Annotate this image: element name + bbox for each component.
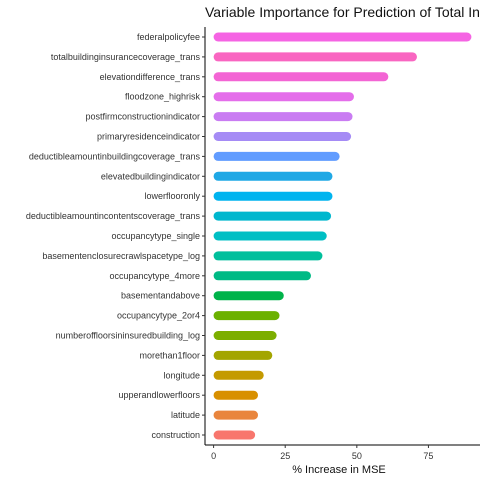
title-group: Variable Importance for Prediction of To…: [205, 4, 480, 20]
bar: [213, 211, 332, 221]
y-tick-label: occupancytype_2or4: [117, 311, 200, 321]
y-tick-label: upperandlowerfloors: [118, 390, 200, 400]
bar: [213, 72, 389, 82]
y-tick-label: federalpolicyfee: [137, 32, 200, 42]
bar: [213, 231, 327, 241]
bar: [213, 311, 280, 321]
chart-title: Variable Importance for Prediction of To…: [205, 4, 480, 20]
y-tick-label: elevationdifference_trans: [100, 72, 201, 82]
bar: [213, 191, 333, 201]
bar: [213, 32, 472, 42]
y-tick-label: primaryresidenceindicator: [97, 132, 200, 142]
y-tick-label: totalbuildinginsurancecoverage_trans: [51, 52, 201, 62]
y-tick-label: deductibleamountinbuildingcoverage_trans: [29, 151, 201, 161]
bar: [213, 271, 311, 281]
bar: [213, 132, 352, 141]
bar: [213, 370, 264, 380]
bar: [213, 171, 333, 181]
x-axis-label: % Increase in MSE: [292, 464, 386, 476]
y-tick-labels: federalpolicyfee totalbuildinginsuranceco…: [26, 32, 201, 440]
bar: [213, 390, 258, 400]
bar: [213, 52, 417, 62]
y-tick-label: elevatedbuildingindicator: [101, 171, 200, 181]
y-tick-label: morethan1floor: [139, 350, 200, 360]
bar: [213, 251, 323, 261]
axes: [202, 27, 480, 446]
bar: [213, 410, 258, 420]
x-tick-label: 25: [280, 451, 290, 461]
bar: [213, 430, 256, 440]
bar: [213, 151, 340, 161]
x-tick-label: 50: [352, 451, 362, 461]
y-tick-label: occupancytype_4more: [109, 271, 200, 281]
bar: [213, 350, 273, 360]
bar: [213, 92, 354, 102]
y-tick-label: lowerflooronly: [144, 191, 200, 201]
bar: [213, 112, 353, 122]
y-tick-label: deductibleamountincontentscoverage_trans: [26, 211, 201, 221]
bar: [213, 291, 284, 301]
y-tick-label: occupancytype_single: [111, 231, 200, 241]
y-tick-label: longitude: [163, 370, 200, 380]
y-tick-label: latitude: [171, 410, 200, 420]
x-tick-label: 75: [423, 451, 433, 461]
y-tick-label: floodzone_highrisk: [125, 92, 201, 102]
y-tick-label: numberoffloorsininsuredbuilding_log: [56, 331, 200, 341]
y-tick-label: construction: [151, 430, 200, 440]
bar: [213, 331, 277, 340]
y-tick-label: basementandabove: [121, 291, 200, 301]
y-tick-label: basementenclosurecrawlspacetype_log: [42, 251, 200, 261]
y-tick-label: postfirmconstructionindicator: [85, 112, 200, 122]
bars: [213, 32, 472, 440]
x-ticks: 0 25 50 75: [211, 445, 433, 461]
x-tick-label: 0: [211, 451, 216, 461]
